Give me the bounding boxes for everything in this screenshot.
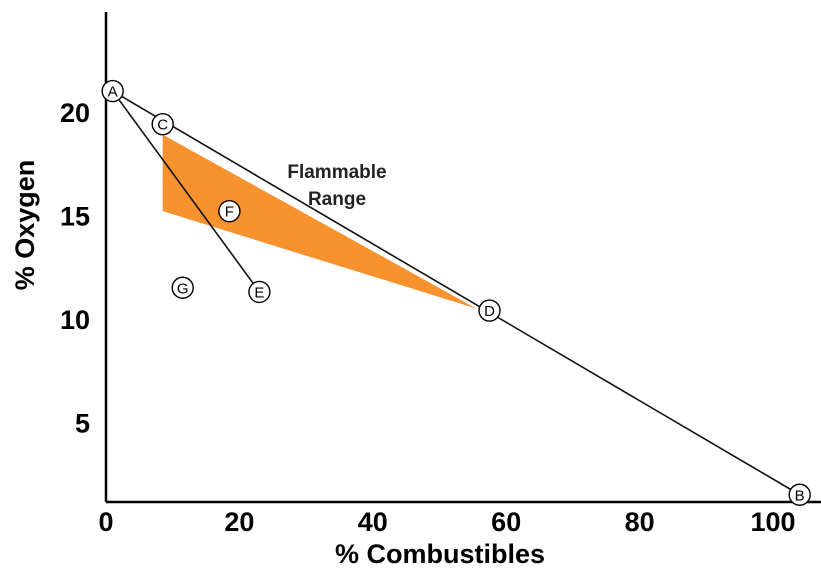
x-tick-label: 0 (98, 507, 113, 537)
line-a-b (112, 90, 801, 496)
point-label: D (484, 303, 495, 320)
point-label: E (254, 284, 264, 301)
point-marker (171, 276, 194, 299)
point-e: E (248, 280, 271, 304)
point-marker (478, 299, 501, 322)
point-marker (788, 483, 811, 506)
point-marker (218, 199, 241, 223)
point-label: A (108, 84, 118, 101)
flammable-range-label-line2: Range (308, 189, 366, 210)
y-tick-label: 10 (60, 305, 90, 335)
point-label: B (795, 487, 805, 504)
point-label: F (225, 204, 234, 221)
flammable-range-region (162, 134, 477, 309)
point-label: G (177, 280, 189, 297)
point-marker (151, 113, 174, 136)
x-tick-label: 60 (491, 507, 521, 537)
point-b: B (788, 483, 811, 506)
y-tick-label: 20 (60, 98, 90, 128)
point-label: C (157, 117, 168, 134)
x-axis-title: % Combustibles (335, 539, 545, 569)
point-c: C (151, 113, 174, 136)
line-a-e (112, 90, 261, 293)
x-tick-label: 80 (625, 507, 655, 537)
point-g: G (171, 276, 194, 299)
flammable-range-label: Flammable (287, 162, 386, 183)
y-axis-title: % Oxygen (10, 160, 40, 291)
y-tick-label: 15 (60, 201, 90, 231)
point-d: D (478, 299, 501, 322)
x-tick-label: 20 (224, 507, 254, 537)
point-f: F (218, 199, 241, 223)
point-marker (101, 79, 124, 103)
point-marker (248, 280, 271, 304)
point-a: A (101, 79, 124, 103)
x-tick-label: 100 (750, 507, 795, 537)
y-tick-label: 5 (75, 408, 90, 438)
x-tick-label: 40 (358, 507, 388, 537)
